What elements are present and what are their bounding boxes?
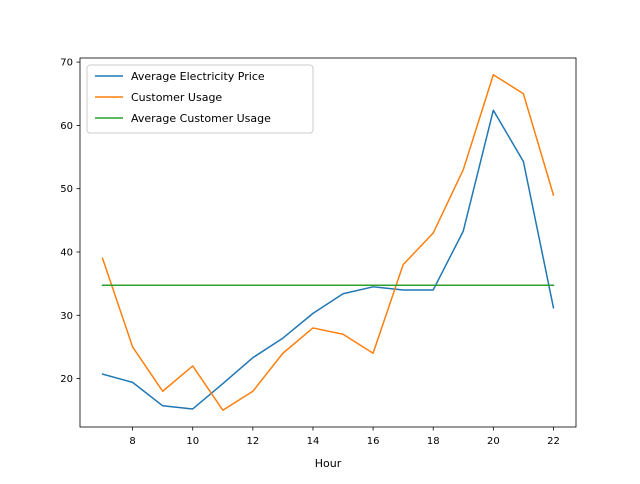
plot-area bbox=[101, 74, 555, 411]
y-tick-label: 30 bbox=[60, 311, 73, 322]
legend-box bbox=[86, 64, 314, 134]
x-tick-label: 14 bbox=[307, 436, 320, 447]
x-tick-label: 20 bbox=[487, 436, 500, 447]
y-tick-label: 50 bbox=[60, 184, 73, 195]
y-tick-label: 20 bbox=[60, 374, 73, 385]
legend: Average Electricity Price Customer Usage A… bbox=[86, 64, 314, 134]
series-line-2 bbox=[101, 74, 555, 411]
legend-label-2: Customer Usage bbox=[131, 91, 222, 104]
axes: 8 10 12 14 16 18 20 22 20 30 40 50 60 70 bbox=[60, 57, 577, 447]
x-tick-label: 10 bbox=[186, 436, 199, 447]
x-tick-label: 8 bbox=[129, 436, 135, 447]
legend-label-1: Average Electricity Price bbox=[131, 70, 265, 83]
y-tick-label: 70 bbox=[60, 58, 73, 69]
x-tick-label: 18 bbox=[427, 436, 440, 447]
x-tick-label: 12 bbox=[246, 436, 259, 447]
series-line-1 bbox=[101, 109, 555, 410]
x-tick-label: 16 bbox=[367, 436, 380, 447]
plot-frame bbox=[79, 57, 577, 428]
legend-label-3: Average Customer Usage bbox=[131, 112, 271, 125]
y-tick-label: 60 bbox=[60, 121, 73, 132]
x-axis-label: Hour bbox=[315, 457, 342, 470]
x-tick-label: 22 bbox=[547, 436, 560, 447]
y-tick-label: 40 bbox=[60, 247, 73, 258]
